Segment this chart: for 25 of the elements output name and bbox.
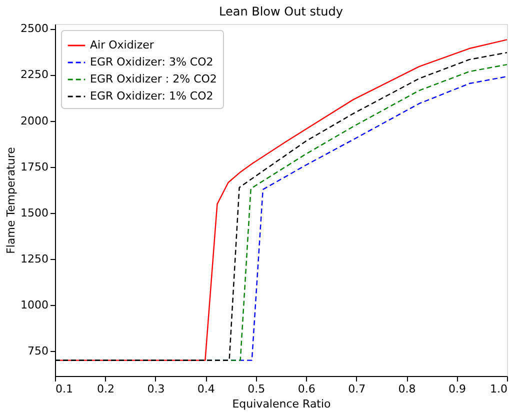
x-tick-label: 0.5	[248, 382, 266, 396]
y-tick-label: 750	[28, 344, 48, 358]
y-tick-label: 2500	[20, 22, 48, 36]
legend-label: EGR Oxidizer : 2% CO2	[90, 72, 217, 86]
x-tick-label: 0.1	[56, 382, 73, 396]
y-tick-label: 1750	[20, 160, 48, 174]
legend-label: Air Oxidizer	[90, 38, 154, 52]
x-tick-label: 0.2	[96, 382, 114, 396]
y-tick-label: 1500	[20, 206, 48, 220]
y-tick-label: 2250	[20, 68, 48, 82]
x-tick-label: 0.9	[448, 382, 466, 396]
x-tick-label: 0.7	[348, 382, 366, 396]
x-tick-label: 0.3	[147, 382, 165, 396]
y-tick-label: 1000	[20, 298, 48, 312]
x-tick-label: 0.6	[298, 382, 316, 396]
x-tick-label: 1.0	[490, 382, 508, 396]
y-tick-label: 1250	[20, 252, 48, 266]
y-tick-label: 2000	[20, 114, 48, 128]
chart-title: Lean Blow Out study	[218, 4, 344, 19]
x-axis-title: Equivalence Ratio	[232, 398, 332, 410]
legend-label: EGR Oxidizer: 3% CO2	[90, 56, 214, 68]
y-axis-title: Flame Temperature	[4, 146, 18, 254]
x-tick-label: 0.4	[197, 382, 215, 396]
x-tick-label: 0.8	[398, 382, 416, 396]
legend-label: EGR Oxidizer: 1% CO2	[90, 90, 214, 102]
